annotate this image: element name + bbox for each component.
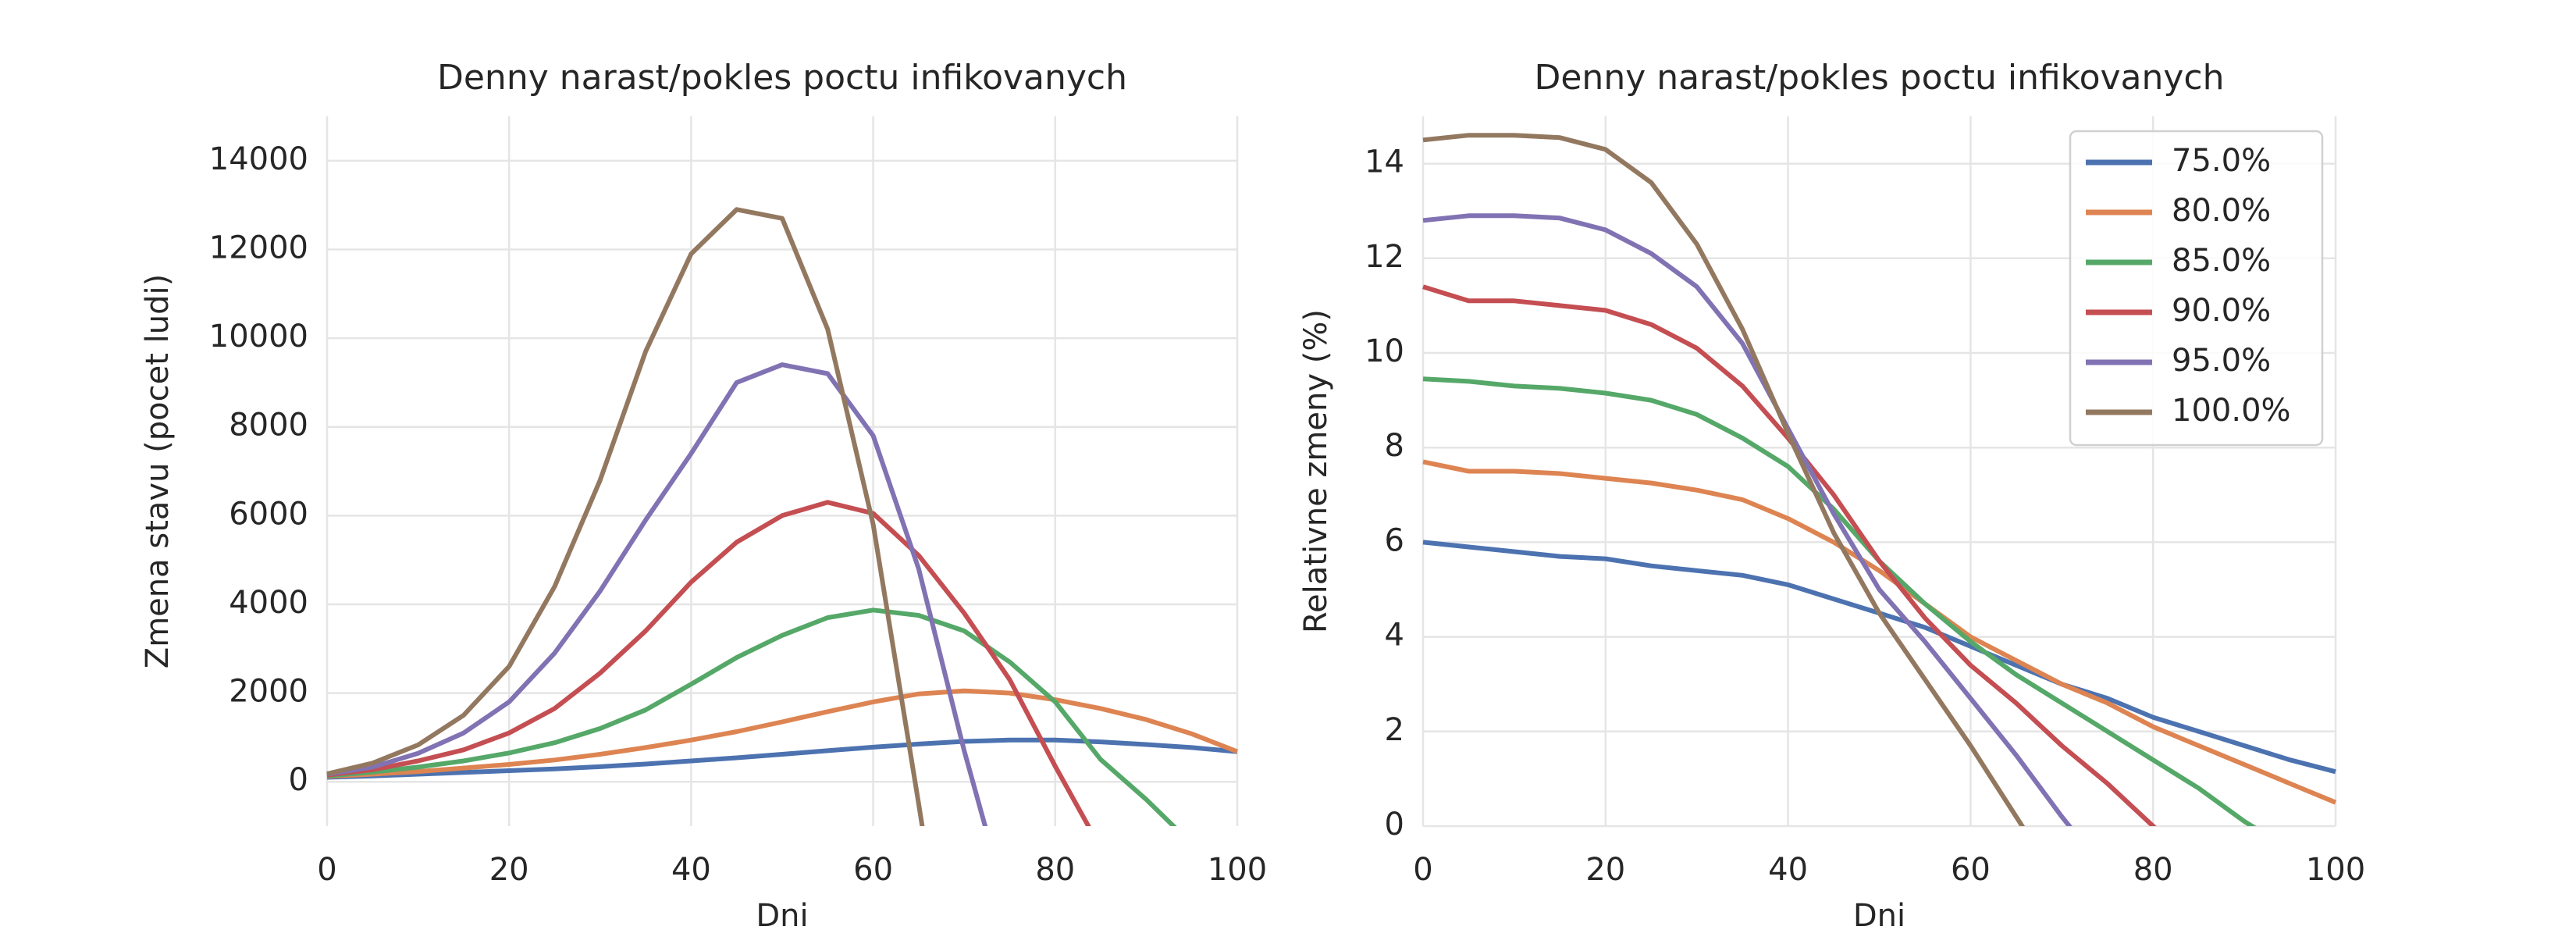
x-tick-label: 80 xyxy=(2133,852,2173,888)
plot xyxy=(326,116,1239,826)
x-tick-label: 20 xyxy=(1585,852,1625,888)
y-tick-label: 0 xyxy=(289,762,308,798)
lines xyxy=(326,207,1239,826)
y-axis-label: Zmena stavu (pocet ludi) xyxy=(140,274,176,668)
x-tick-label: 0 xyxy=(317,852,336,888)
x-tick-label: 0 xyxy=(1413,852,1432,888)
y-tick-label: 12000 xyxy=(209,230,308,265)
line-series xyxy=(1422,540,2336,775)
x-tick-label: 60 xyxy=(853,852,893,888)
legend-label: 90.0% xyxy=(2172,293,2271,329)
x-axis-label: Dni xyxy=(1853,898,1905,934)
legend-label: 95.0% xyxy=(2172,343,2271,379)
lines xyxy=(1422,133,2337,826)
x-tick-label: 40 xyxy=(1768,852,1808,888)
y-tick-label: 6000 xyxy=(229,496,308,532)
chart-title: Denny narast/pokles poctu infikovanych xyxy=(437,58,1127,98)
legend-label: 85.0% xyxy=(2172,243,2271,279)
line-series xyxy=(1422,376,2257,826)
y-tick-label: 10000 xyxy=(209,319,308,354)
y-tick-label: 8 xyxy=(1385,428,1404,464)
line-series xyxy=(326,607,1177,826)
chart-title: Denny narast/pokles poctu infikovanych xyxy=(1534,58,2224,98)
y-tick-label: 14000 xyxy=(209,141,308,177)
y-tick-label: 0 xyxy=(1385,807,1404,843)
legend: 75.0% 80.0% 85.0% 90.0% 95.0% 100.0% xyxy=(2069,130,2324,447)
line-series xyxy=(1422,213,2073,826)
line-series xyxy=(326,688,1239,779)
line-series xyxy=(326,362,988,826)
x-tick-label: 100 xyxy=(2306,852,2365,888)
line-series xyxy=(1422,284,2157,826)
y-tick-label: 12 xyxy=(1364,239,1404,275)
y-tick-label: 8000 xyxy=(229,408,308,444)
legend-label: 100.0% xyxy=(2172,393,2291,429)
x-tick-label: 80 xyxy=(1035,852,1075,888)
x-tick-label: 20 xyxy=(489,852,529,888)
y-tick-label: 2 xyxy=(1385,712,1404,748)
legend-label: 80.0% xyxy=(2172,193,2271,229)
y-tick-label: 4000 xyxy=(229,585,308,621)
x-tick-label: 100 xyxy=(1208,852,1267,888)
line-series xyxy=(1422,459,2337,805)
legend-label: 75.0% xyxy=(2172,143,2271,179)
x-tick-label: 60 xyxy=(1951,852,1991,888)
y-tick-label: 4 xyxy=(1385,618,1404,654)
y-tick-label: 14 xyxy=(1364,144,1404,180)
y-tick-label: 2000 xyxy=(229,674,308,710)
line-series xyxy=(1422,133,2026,826)
y-tick-label: 10 xyxy=(1364,333,1404,369)
x-tick-label: 40 xyxy=(671,852,711,888)
x-axis-label: Dni xyxy=(756,898,808,934)
y-tick-label: 6 xyxy=(1385,522,1404,558)
line-series xyxy=(326,500,1091,826)
y-axis-label: Relativne zmeny (%) xyxy=(1298,309,1334,633)
line-series xyxy=(326,207,925,826)
